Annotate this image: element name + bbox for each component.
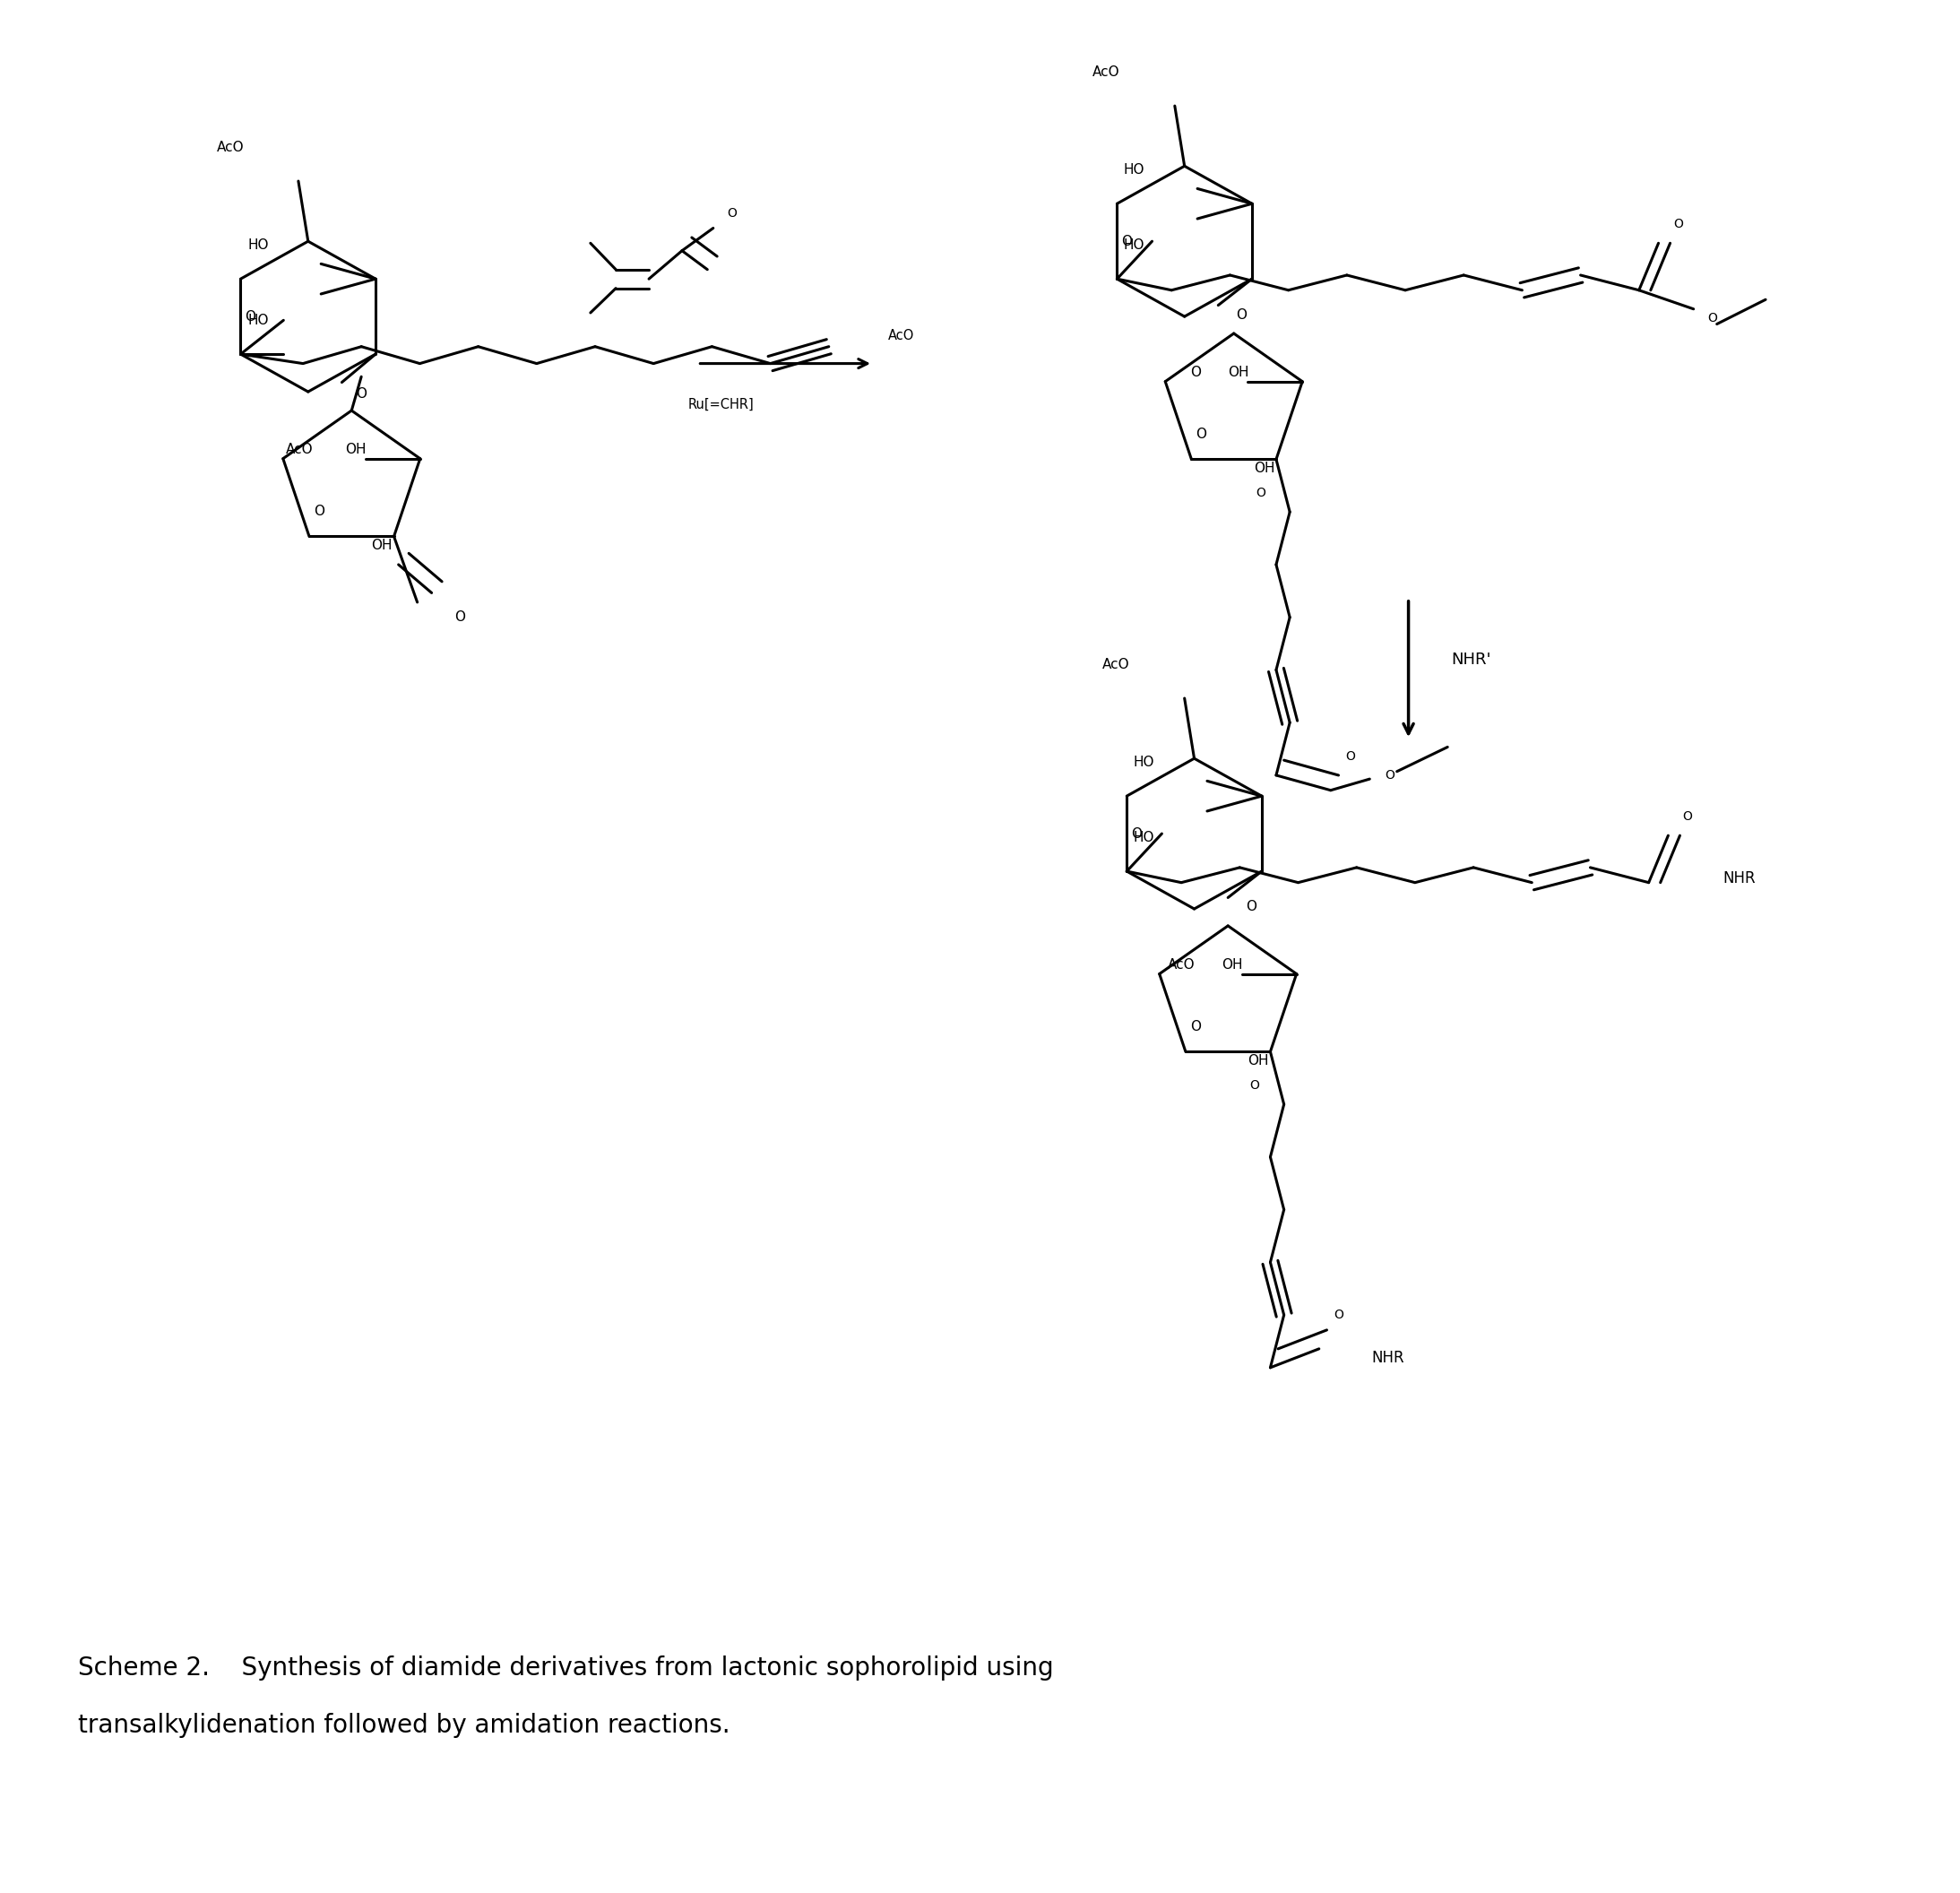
- Text: O: O: [1674, 218, 1684, 231]
- Text: NHR': NHR': [1450, 651, 1492, 668]
- Text: OH: OH: [1254, 462, 1274, 475]
- Text: O: O: [357, 386, 367, 399]
- Text: OH: OH: [372, 540, 392, 553]
- Text: O: O: [1190, 365, 1201, 379]
- Text: O: O: [1333, 1308, 1343, 1321]
- Text: O: O: [1256, 487, 1266, 500]
- Text: O: O: [1684, 810, 1693, 823]
- Text: AcO: AcO: [1168, 958, 1196, 971]
- Text: Scheme 2.    Synthesis of diamide derivatives from lactonic sophorolipid using: Scheme 2. Synthesis of diamide derivativ…: [78, 1656, 1054, 1681]
- Text: O: O: [727, 206, 737, 220]
- Text: O: O: [1707, 312, 1717, 326]
- Text: AcO: AcO: [1103, 657, 1131, 672]
- Text: Ru[=CHR]: Ru[=CHR]: [688, 398, 755, 411]
- Text: HO: HO: [1133, 831, 1154, 844]
- Text: O: O: [455, 611, 466, 625]
- Text: AcO: AcO: [216, 140, 243, 153]
- Text: O: O: [314, 505, 325, 519]
- Text: OH: OH: [345, 443, 367, 456]
- Text: O: O: [1190, 1020, 1201, 1034]
- Text: OH: OH: [1227, 365, 1249, 379]
- Text: AcO: AcO: [286, 443, 314, 456]
- Text: NHR: NHR: [1372, 1350, 1405, 1367]
- Text: HO: HO: [1123, 163, 1145, 176]
- Text: HO: HO: [247, 239, 269, 252]
- Text: O: O: [1196, 428, 1207, 441]
- Text: O: O: [1121, 235, 1133, 248]
- Text: HO: HO: [1133, 755, 1154, 769]
- Text: O: O: [1386, 769, 1396, 782]
- Text: HO: HO: [1123, 239, 1145, 252]
- Text: HO: HO: [247, 314, 269, 327]
- Text: O: O: [245, 310, 255, 324]
- Text: NHR: NHR: [1723, 871, 1756, 886]
- Text: O: O: [1247, 901, 1256, 914]
- Text: OH: OH: [1249, 1054, 1268, 1068]
- Text: transalkylidenation followed by amidation reactions.: transalkylidenation followed by amidatio…: [78, 1713, 731, 1738]
- Text: O: O: [1237, 309, 1247, 322]
- Text: OH: OH: [1221, 958, 1243, 971]
- Text: O: O: [1250, 1079, 1260, 1092]
- Text: AcO: AcO: [888, 329, 915, 343]
- Text: O: O: [1345, 750, 1354, 763]
- Text: AcO: AcO: [1094, 66, 1121, 80]
- Text: O: O: [1131, 827, 1143, 840]
